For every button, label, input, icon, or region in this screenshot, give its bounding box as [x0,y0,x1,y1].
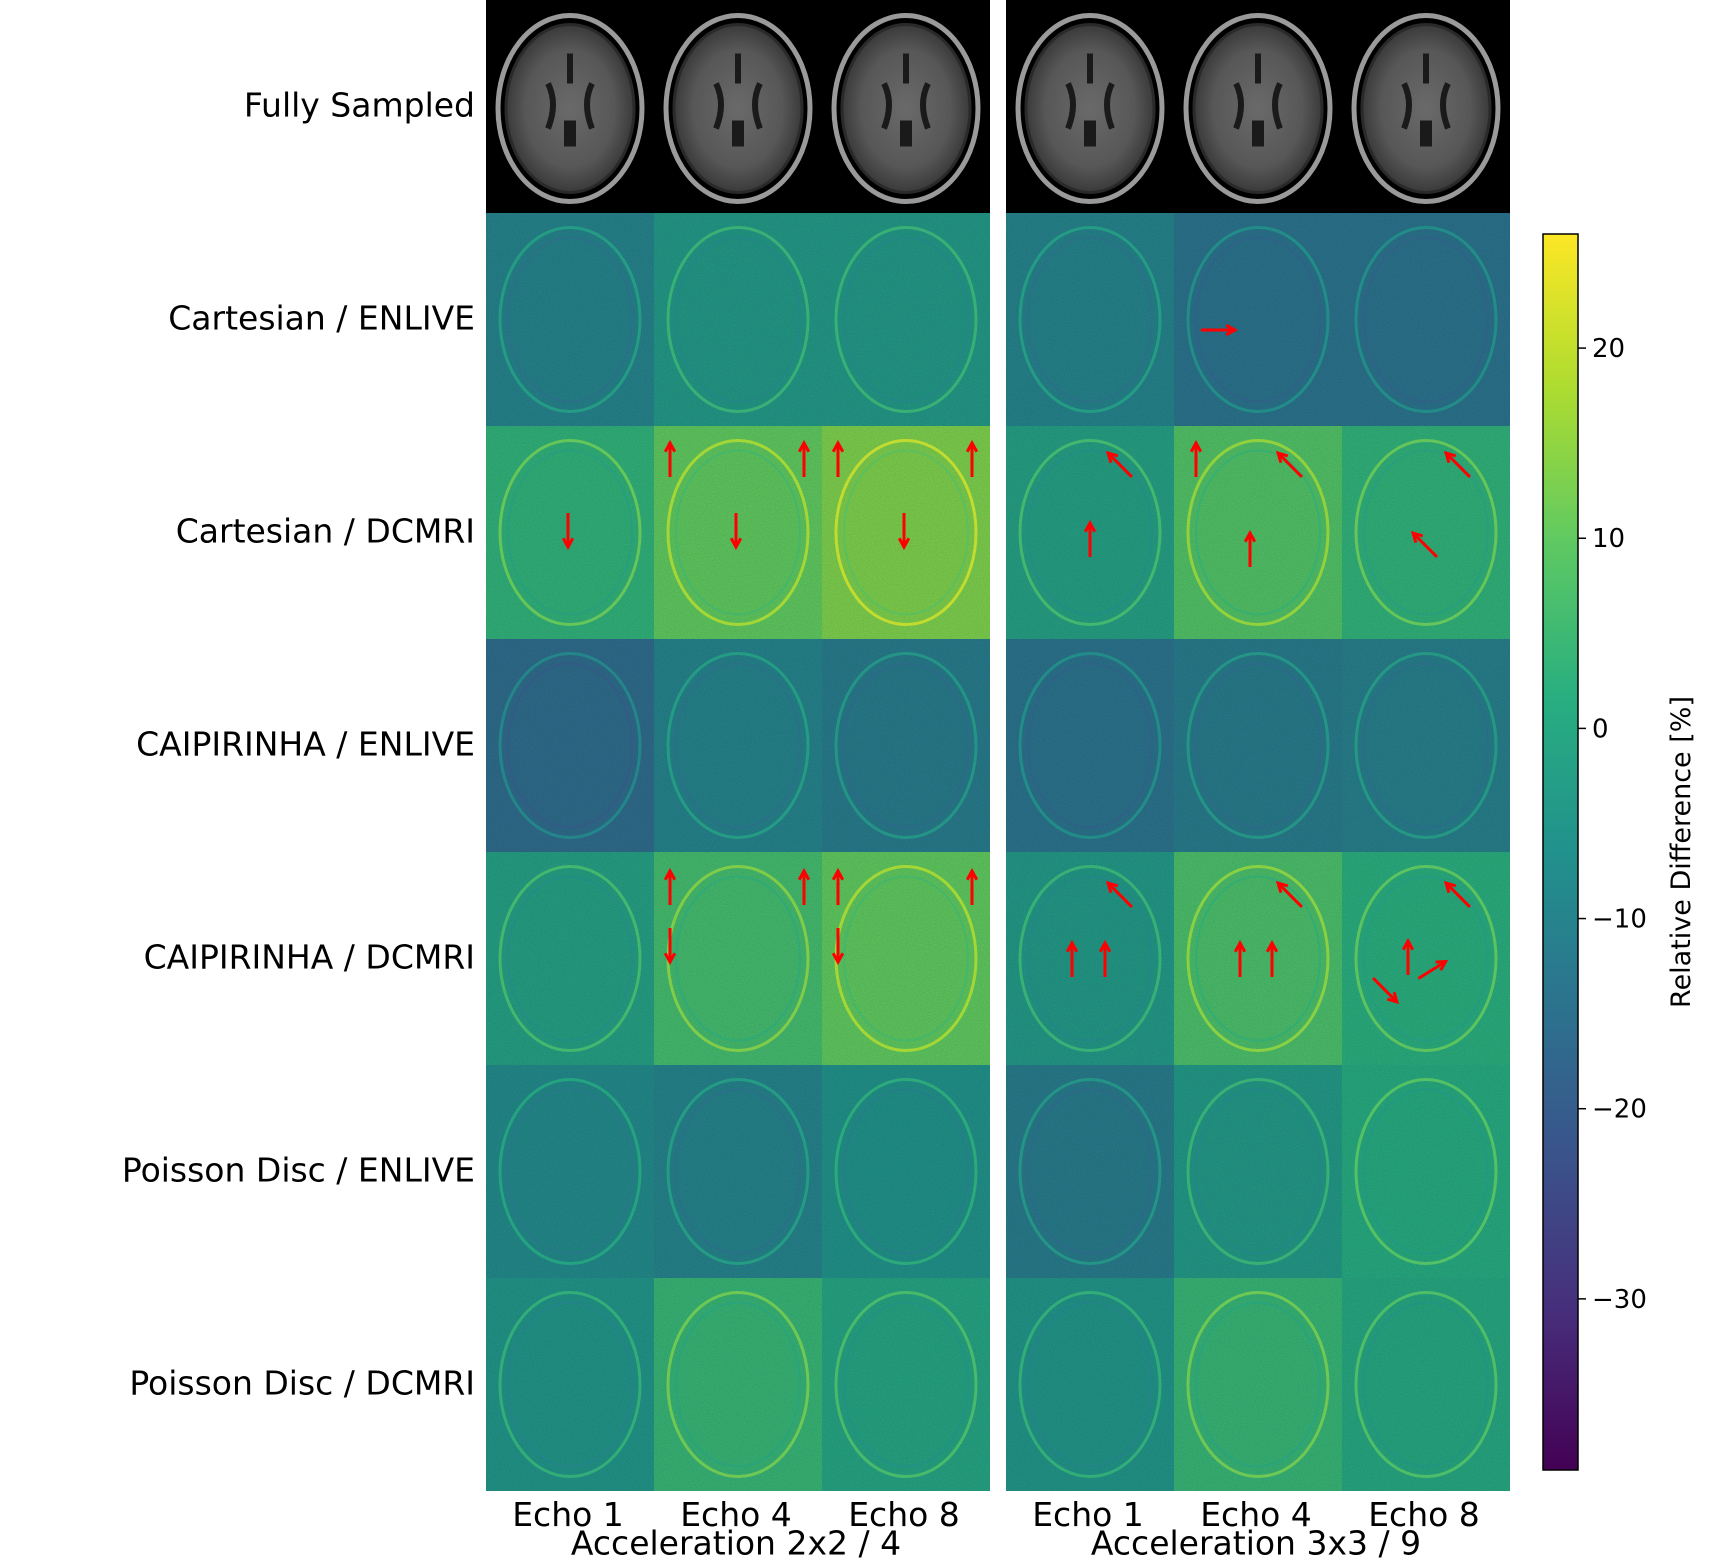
red-arrow-icon [1105,880,1133,908]
panel-diff-r4-c1 [654,852,822,1065]
red-arrow-icon [1105,450,1133,478]
row-label-fully-sampled: Fully Sampled [243,85,475,125]
red-arrow-icon [831,867,845,905]
panel-diff-r1-c0 [486,213,654,426]
panel-diff-r6-c3 [1006,1278,1174,1491]
panel-diff-r5-c1 [654,1065,822,1278]
red-arrow-icon [1243,529,1257,567]
panel-diff-r6-c1 [654,1278,822,1491]
red-arrow-icon [1443,880,1471,908]
colorbar-tick-label: −10 [1592,905,1647,935]
panel-fully-sampled-2 [822,0,990,213]
panel-diff-r3-c2 [822,639,990,852]
col-label-echo1-a: Echo 1 [512,1495,624,1534]
panel-diff-r2-c0 [486,426,654,639]
red-arrow-icon [1265,939,1279,977]
red-arrow-icon [1372,977,1400,1005]
red-arrow-icon [1417,959,1449,980]
red-arrow-icon [797,867,811,905]
colorbar-tick-label: 20 [1592,334,1625,364]
panel-diff-r3-c1 [654,639,822,852]
row-label-cartesian-dcmri: Cartesian / DCMRI [175,511,475,551]
panel-diff-r2-c1 [654,426,822,639]
red-arrow-icon [1401,937,1415,975]
red-arrow-icon [1443,450,1471,478]
red-arrow-icon [1275,880,1303,908]
row-label-poisson-dcmri: Poisson Disc / DCMRI [129,1363,475,1403]
col-label-echo4-b: Echo 4 [1200,1495,1312,1534]
panel-fully-sampled-0 [486,0,654,213]
red-arrow-icon [663,867,677,905]
col-label-echo8-b: Echo 8 [1368,1495,1480,1534]
panel-diff-r3-c4 [1174,639,1342,852]
panel-diff-r6-c2 [822,1278,990,1491]
panel-diff-r6-c4 [1174,1278,1342,1491]
panel-diff-r4-c4 [1174,852,1342,1065]
row-label-caipirinha-enlive: CAIPIRINHA / ENLIVE [136,724,475,764]
panel-diff-r3-c3 [1006,639,1174,852]
panel-diff-r6-c5 [1342,1278,1510,1491]
panel-diff-r1-c2 [822,213,990,426]
panel-fully-sampled-4 [1174,0,1342,213]
panel-diff-r5-c5 [1342,1065,1510,1278]
panel-diff-r1-c4 [1174,213,1342,426]
red-arrow-icon [797,439,811,477]
panel-fully-sampled-1 [654,0,822,213]
red-arrow-icon [1189,439,1203,477]
panel-diff-r5-c0 [486,1065,654,1278]
col-label-echo1-b: Echo 1 [1032,1495,1144,1534]
panel-diff-r4-c3 [1006,852,1174,1065]
red-arrow-icon [663,439,677,477]
panel-fully-sampled-3 [1006,0,1174,213]
red-arrow-icon [1201,323,1239,337]
panel-diff-r4-c2 [822,852,990,1065]
red-arrow-icon [831,928,845,966]
panel-diff-r2-c5 [1342,426,1510,639]
colorbar-tick-label: 10 [1592,524,1625,554]
panel-diff-r4-c5 [1342,852,1510,1065]
panel-diff-r1-c3 [1006,213,1174,426]
red-arrow-icon [1233,939,1247,977]
red-arrow-icon [729,513,743,551]
panel-fully-sampled-5 [1342,0,1510,213]
red-arrow-icon [1275,450,1303,478]
row-label-poisson-enlive: Poisson Disc / ENLIVE [121,1150,475,1190]
red-arrow-icon [897,513,911,551]
red-arrow-icon [1065,939,1079,977]
panel-diff-r3-c0 [486,639,654,852]
red-arrow-icon [965,439,979,477]
panel-diff-r4-c0 [486,852,654,1065]
row-label-cartesian-enlive: Cartesian / ENLIVE [168,298,475,338]
panel-diff-r5-c4 [1174,1065,1342,1278]
group-label-acc-9: Acceleration 3x3 / 9 [1090,1523,1422,1563]
red-arrow-icon [1410,530,1438,558]
panel-diff-r6-c0 [486,1278,654,1491]
panel-diff-r5-c2 [822,1065,990,1278]
col-label-echo4-a: Echo 4 [680,1495,792,1534]
row-label-caipirinha-dcmri: CAIPIRINHA / DCMRI [143,937,475,977]
panel-diff-r1-c1 [654,213,822,426]
colorbar: 20 10 0 −10 −20 −30 Relative Difference [%] [1542,233,1697,1471]
red-arrow-icon [1083,519,1097,557]
panel-diff-r2-c4 [1174,426,1342,639]
group-separator [990,0,1006,1496]
colorbar-tick-label: −20 [1592,1095,1647,1125]
red-arrow-icon [831,439,845,477]
panel-diff-r1-c5 [1342,213,1510,426]
red-arrow-icon [1098,939,1112,977]
col-label-echo8-a: Echo 8 [848,1495,960,1534]
red-arrow-icon [561,513,575,551]
panel-diff-r2-c2 [822,426,990,639]
red-arrow-icon [965,867,979,905]
panel-diff-r3-c5 [1342,639,1510,852]
red-arrow-icon [663,928,677,966]
group-label-acc-4: Acceleration 2x2 / 4 [570,1523,902,1563]
panel-diff-r5-c3 [1006,1065,1174,1278]
colorbar-tick-label: 0 [1592,714,1609,744]
panel-diff-r2-c3 [1006,426,1174,639]
colorbar-label: Relative Difference [%] [1666,696,1697,1008]
colorbar-tick-label: −30 [1592,1285,1647,1315]
